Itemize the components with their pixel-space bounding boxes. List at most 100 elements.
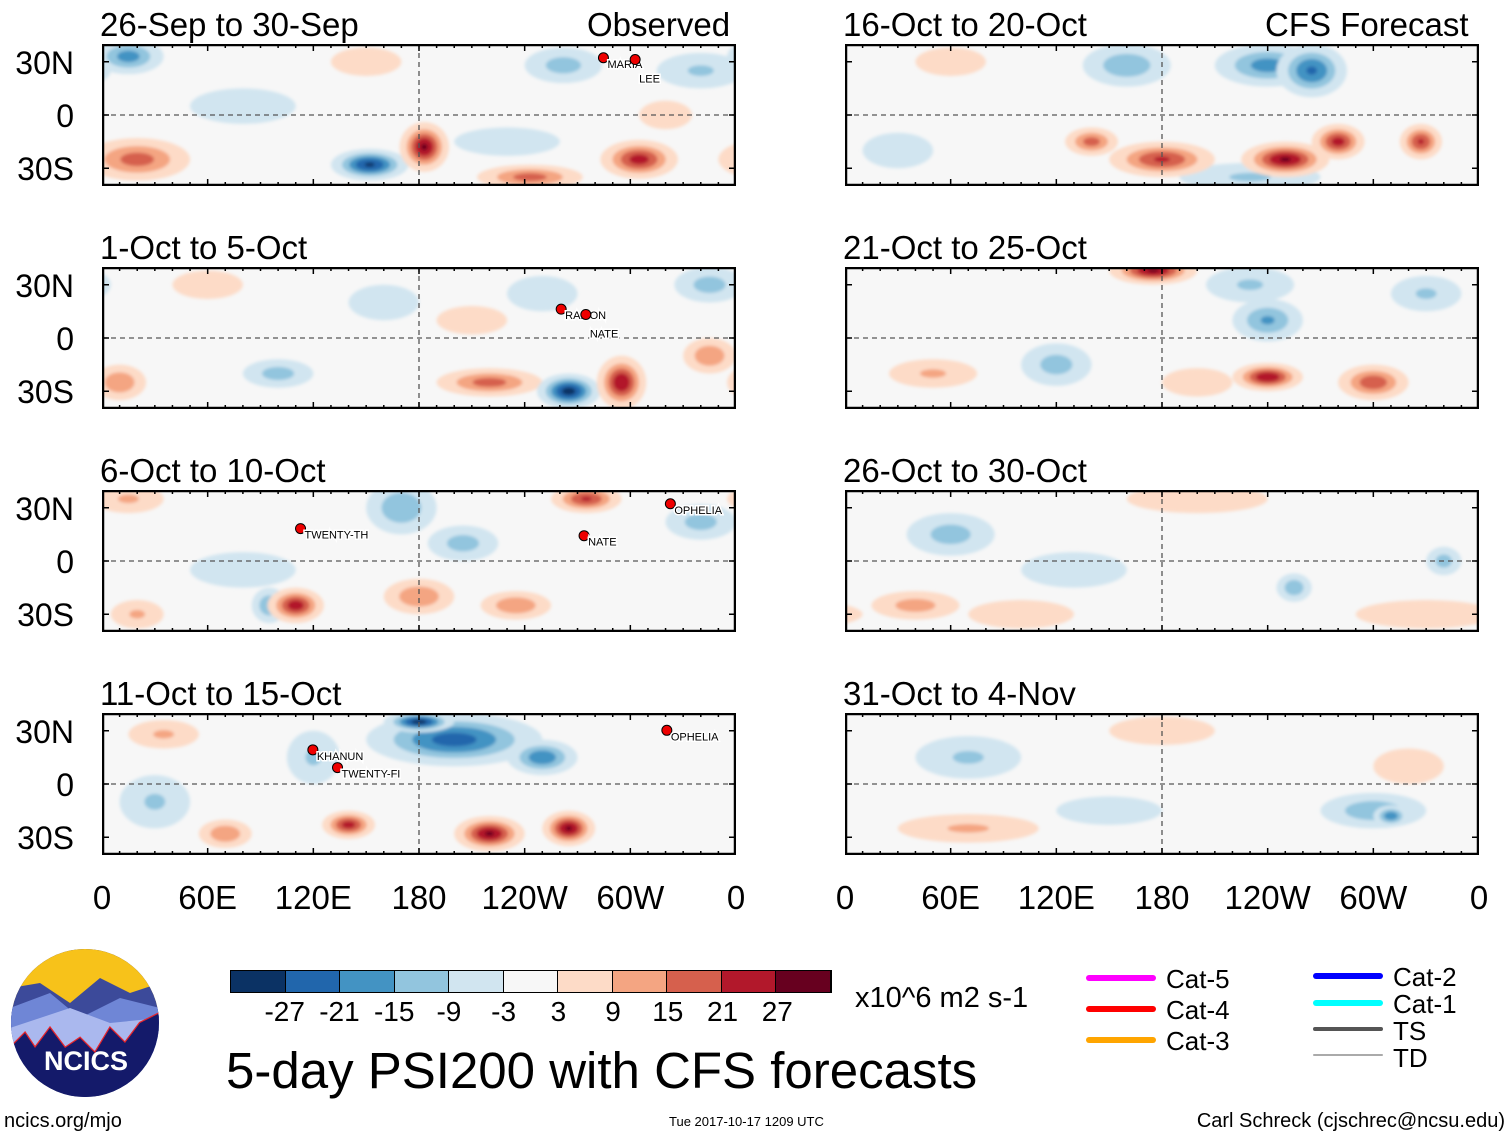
colorbar-label: 21 — [706, 996, 739, 1027]
map-panel — [845, 713, 1479, 855]
map-panel: KHANUN TWENTY-FI OPHELIA — [102, 713, 736, 855]
negative-anomaly-contour — [262, 367, 295, 380]
lon-label: 180 — [391, 879, 447, 916]
positive-anomaly-contour — [920, 369, 947, 378]
positive-anomaly-contour — [565, 826, 573, 831]
negative-anomaly-contour — [190, 552, 296, 588]
legend-line-cat-5 — [1086, 975, 1156, 981]
storm-symbol-icon — [332, 762, 344, 774]
lat-label: 30S — [17, 151, 74, 187]
colorbar-swatch — [558, 971, 613, 992]
positive-anomaly-contour — [915, 47, 986, 76]
positive-anomaly-contour — [172, 270, 243, 299]
storm-symbol-icon — [578, 530, 590, 542]
forecast-label: CFS Forecast — [1265, 6, 1469, 43]
lat-label: 30N — [15, 491, 74, 527]
positive-anomaly-contour — [341, 821, 356, 829]
colorbar-label: -15 — [373, 996, 415, 1027]
positive-anomaly-contour — [1279, 157, 1291, 162]
positive-anomaly-contour — [1083, 137, 1100, 147]
negative-anomaly-contour — [190, 88, 296, 124]
positive-anomaly-contour — [845, 604, 863, 624]
positive-anomaly-contour — [613, 373, 630, 392]
panel-title: 1-Oct to 5-Oct — [100, 229, 308, 266]
positive-anomaly-contour — [513, 173, 547, 182]
negative-anomaly-contour — [693, 276, 726, 293]
negative-anomaly-contour — [930, 524, 971, 545]
footer-link[interactable]: ncics.org/mjo — [4, 1110, 122, 1132]
colorbar-label: -9 — [436, 996, 462, 1027]
positive-anomaly-contour — [895, 598, 936, 612]
storm-symbol-icon — [580, 308, 592, 320]
positive-anomaly-contour — [968, 600, 1074, 629]
legend-line-cat-4 — [1086, 1006, 1156, 1012]
panel-title: 26-Oct to 30-Oct — [843, 452, 1087, 489]
ncics-logo: NCICS — [10, 948, 160, 1103]
lat-label: 30S — [17, 374, 74, 410]
negative-anomaly-contour — [446, 535, 480, 552]
positive-anomaly-contour — [580, 496, 592, 502]
panel-title: 31-Oct to 4-Nov — [843, 675, 1076, 712]
panel-title: 21-Oct to 25-Oct — [843, 229, 1087, 266]
colorbar-units: x10^6 m2 s-1 — [855, 982, 1029, 1014]
colorbar-swatch — [340, 971, 395, 992]
colorbar-swatch — [667, 971, 722, 992]
positive-anomaly-contour — [287, 600, 304, 611]
figure-title: 5-day PSI200 with CFS forecasts — [226, 1042, 978, 1099]
storm-label: LEE — [639, 74, 660, 86]
positive-anomaly-contour — [694, 345, 725, 366]
legend-label: Cat-2 — [1393, 962, 1457, 992]
colorbar-swatch — [449, 971, 504, 992]
colorbar-label: -3 — [491, 996, 517, 1027]
positive-anomaly-contour — [330, 47, 402, 76]
colorbar-swatch — [231, 971, 286, 992]
positive-anomaly-contour — [472, 377, 507, 387]
lon-label: 120E — [1017, 879, 1095, 916]
positive-anomaly-contour — [484, 831, 494, 836]
storm-label: OPHELIA — [674, 505, 722, 517]
positive-anomaly-contour — [1147, 268, 1159, 273]
lat-label: 30S — [17, 597, 74, 633]
positive-anomaly-contour — [436, 306, 508, 335]
footer-author: Carl Schreck (cjschrec@ncsu.edu) — [1196, 1110, 1505, 1132]
storm-label: NATE — [588, 537, 617, 549]
legend-label: Cat-5 — [1166, 964, 1230, 994]
positive-anomaly-contour — [399, 586, 439, 607]
lon-label: 60W — [596, 879, 665, 916]
lat-label: 0 — [56, 767, 74, 803]
panel-title: 11-Oct to 15-Oct — [100, 675, 342, 712]
legend-label: Cat-3 — [1166, 1026, 1230, 1056]
lon-label: 60W — [1339, 879, 1408, 916]
lon-label: 0 — [835, 879, 855, 916]
lon-label: 0 — [92, 879, 112, 916]
panel-title: 26-Sep to 30-Sep — [100, 6, 359, 43]
positive-anomaly-contour — [1153, 156, 1171, 163]
legend-line-ts — [1313, 1027, 1383, 1031]
colorbar-swatch — [285, 971, 341, 992]
colorbar-label: 15 — [652, 996, 684, 1027]
map-panel — [845, 44, 1479, 186]
negative-anomaly-contour — [348, 284, 419, 321]
storm-label: TWENTY-FI — [342, 769, 401, 781]
lon-label: 180 — [1134, 879, 1190, 916]
colorbar-swatch — [394, 971, 450, 992]
negative-anomaly-contour — [952, 751, 984, 764]
map-panel — [845, 490, 1479, 632]
map-panel: MARIA LEE — [102, 44, 736, 186]
positive-anomaly-contour — [104, 372, 135, 393]
negative-anomaly-contour — [1306, 66, 1318, 75]
colorbar-swatch — [612, 971, 668, 992]
negative-anomaly-contour — [687, 65, 714, 76]
positive-anomaly-contour — [947, 824, 990, 833]
colorbar-label: 3 — [550, 996, 567, 1027]
storm-label: OPHELIA — [671, 731, 719, 743]
negative-anomaly-contour — [1103, 53, 1151, 77]
storm-symbol-icon — [664, 498, 676, 510]
negative-anomaly-contour — [1384, 811, 1398, 821]
negative-anomaly-contour — [431, 732, 477, 747]
positive-anomaly-contour — [153, 730, 175, 739]
negative-anomaly-contour — [117, 50, 140, 63]
lon-label: 60E — [178, 879, 238, 916]
lon-label: 120W — [1224, 879, 1311, 916]
